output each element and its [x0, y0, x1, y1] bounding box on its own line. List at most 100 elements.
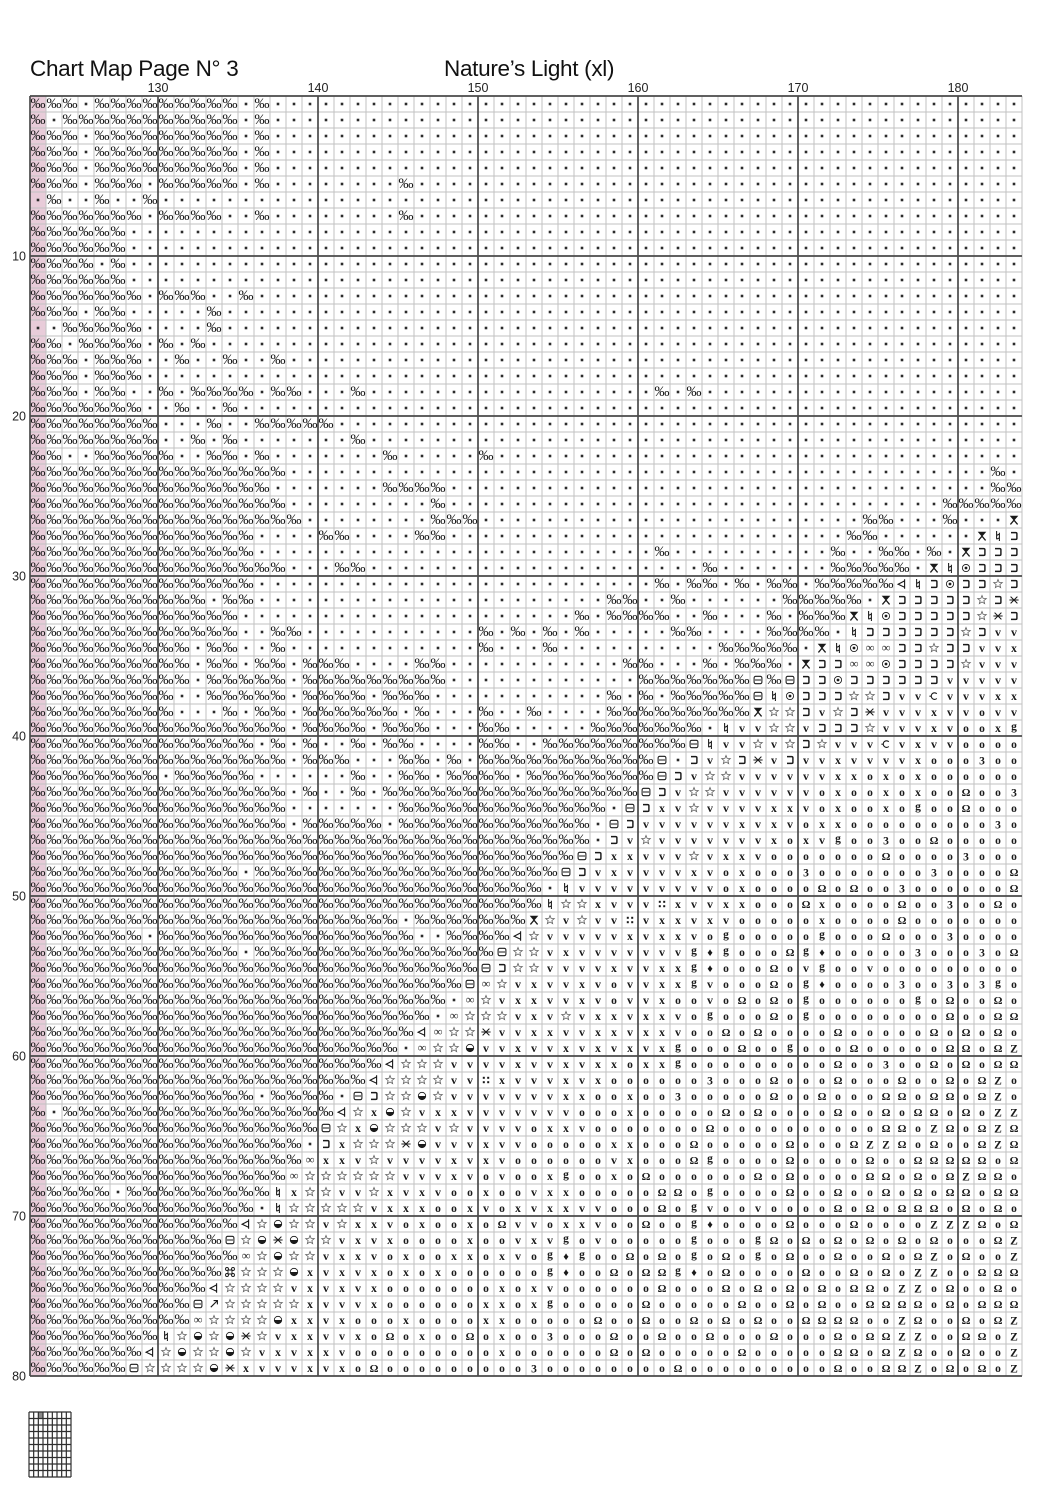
- svg-text:‰‰‰‰‰‰: ‰‰‰‰‰‰: [31, 1360, 126, 1376]
- svg-text:3: 3: [947, 932, 953, 944]
- svg-text:3: 3: [947, 900, 953, 912]
- svg-text:170: 170: [788, 81, 809, 95]
- svg-text:∞: ∞: [482, 977, 491, 991]
- svg-text:∞: ∞: [290, 1169, 299, 1183]
- svg-text:Ω: Ω: [962, 803, 971, 815]
- svg-text:‰‰‰‰‰‰‰‰‰‰‰: ‰‰‰‰‰‰‰‰‰‰‰: [31, 1280, 206, 1296]
- svg-text:‰‰‰‰‰‰‰‰‰‰‰‰‰‰‰‰‰‰‰‰‰‰‰‰‰‰‰‰‰‰: ‰‰‰‰‰‰‰‰‰‰‰‰‰‰‰‰‰‰‰‰‰‰‰‰‰‰‰‰‰‰‰‰: [31, 864, 558, 880]
- svg-text:‰‰‰‰‰‰‰‰‰‰‰‰‰‰‰‰‰‰‰‰‰‰‰‰‰‰‰‰: ‰‰‰‰‰‰‰‰‰‰‰‰‰‰‰‰‰‰‰‰‰‰‰‰‰‰‰‰: [31, 688, 750, 704]
- svg-text:‰‰‰‰‰‰‰‰‰‰‰‰‰: ‰‰‰‰‰‰‰‰‰‰‰‰‰: [31, 1248, 238, 1264]
- svg-text:xxxoooooxooooooooooo: xxxoooooxooooooooooo: [659, 915, 1017, 927]
- svg-text:‰‰‰‰‰‰‰‰‰‰‰‰‰‰‰‰‰‰‰‰‰‰‰‰: ‰‰‰‰‰‰‰‰‰‰‰‰‰‰‰‰‰‰‰‰‰‰‰‰: [31, 1024, 414, 1040]
- svg-text:60: 60: [12, 1050, 26, 1064]
- svg-text:g: g: [675, 1057, 681, 1069]
- svg-text:‰‰‰‰‰‰‰‰‰‰‰‰‰: ‰‰‰‰‰‰‰‰‰‰‰‰‰: [31, 112, 270, 128]
- svg-text:‰‰‰‰‰‰‰‰‰‰‰‰‰‰‰‰‰‰‰‰‰‰: ‰‰‰‰‰‰‰‰‰‰‰‰‰‰‰‰‰‰‰‰‰‰: [31, 1056, 382, 1072]
- svg-text:∞: ∞: [306, 1153, 315, 1167]
- svg-text:80: 80: [12, 1370, 26, 1384]
- svg-text:‰‰‰‰‰‰‰‰‰‰: ‰‰‰‰‰‰‰‰‰‰: [31, 1312, 190, 1328]
- svg-text:∞: ∞: [466, 993, 475, 1007]
- svg-text:3: 3: [979, 756, 985, 768]
- svg-text:Ω: Ω: [770, 979, 779, 991]
- svg-text:3: 3: [883, 1060, 889, 1072]
- svg-text:150: 150: [468, 81, 489, 95]
- svg-text:Z: Z: [1010, 1236, 1018, 1248]
- svg-text:‰‰‰‰‰‰‰‰‰‰‰‰‰‰‰‰‰‰‰‰‰‰‰: ‰‰‰‰‰‰‰‰‰‰‰‰‰‰‰‰‰‰‰‰‰‰‰: [31, 1040, 398, 1056]
- svg-text:‰‰‰‰‰‰: ‰‰‰‰‰‰: [31, 240, 126, 256]
- svg-text:‰‰‰‰‰‰‰‰‰‰‰‰‰‰‰‰‰‰‰‰‰‰‰‰‰‰‰‰‰‰: ‰‰‰‰‰‰‰‰‰‰‰‰‰‰‰‰‰‰‰‰‰‰‰‰‰‰‰‰‰‰: [31, 736, 686, 752]
- svg-text:g: g: [1011, 721, 1017, 733]
- svg-text:‰‰‰‰‰‰‰‰‰‰‰‰‰‰‰‰‰‰‰‰‰‰‰‰‰‰‰‰‰‰: ‰‰‰‰‰‰‰‰‰‰‰‰‰‰‰‰‰‰‰‰‰‰‰‰‰‰‰‰‰‰‰‰: [31, 880, 542, 896]
- svg-text:130: 130: [148, 81, 169, 95]
- svg-text:‰‰‰‰‰‰‰‰‰‰‰‰‰‰‰‰‰‰‰‰‰‰‰‰‰‰‰‰‰‰: ‰‰‰‰‰‰‰‰‰‰‰‰‰‰‰‰‰‰‰‰‰‰‰‰‰‰‰‰‰‰: [31, 704, 750, 720]
- svg-text:g: g: [691, 1217, 697, 1229]
- svg-text:g: g: [707, 1185, 713, 1197]
- svg-text:‰‰‰‰‰‰‰: ‰‰‰‰‰‰‰: [31, 1344, 142, 1360]
- svg-text:180: 180: [948, 81, 969, 95]
- svg-text:∞: ∞: [242, 1249, 251, 1263]
- svg-text:‰‰‰‰‰‰‰‰‰: ‰‰‰‰‰‰‰‰‰: [31, 400, 238, 416]
- svg-text:‰‰‰‰‰‰‰‰‰‰‰‰‰‰‰‰‰‰‰‰‰‰‰‰‰‰‰‰‰‰: ‰‰‰‰‰‰‰‰‰‰‰‰‰‰‰‰‰‰‰‰‰‰‰‰‰‰‰‰‰‰‰‰: [31, 896, 542, 912]
- svg-text:‰‰‰‰‰‰‰‰‰‰‰‰: ‰‰‰‰‰‰‰‰‰‰‰‰: [31, 1232, 222, 1248]
- svg-text:‰‰‰‰‰‰‰‰‰‰‰‰‰‰‰‰‰‰‰‰‰‰‰‰‰‰‰‰‰‰: ‰‰‰‰‰‰‰‰‰‰‰‰‰‰‰‰‰‰‰‰‰‰‰‰‰‰‰‰‰‰‰‰‰‰: [31, 848, 574, 864]
- svg-text:‰‰‰‰‰‰‰‰‰‰‰‰‰‰‰‰‰‰‰‰‰‰‰‰‰‰‰‰‰‰: ‰‰‰‰‰‰‰‰‰‰‰‰‰‰‰‰‰‰‰‰‰‰‰‰‰‰‰‰‰‰‰‰‰: [31, 752, 654, 768]
- svg-text:‰‰‰‰‰‰‰‰‰‰‰‰‰: ‰‰‰‰‰‰‰‰‰‰‰‰‰: [31, 96, 270, 112]
- svg-text:‰‰‰‰‰‰‰‰‰‰‰‰‰‰‰‰‰‰: ‰‰‰‰‰‰‰‰‰‰‰‰‰‰‰‰‰‰: [31, 1104, 334, 1120]
- svg-text:ZZZ: ZZZ: [930, 1220, 970, 1232]
- svg-text:‰‰‰‰‰‰‰‰‰‰‰‰‰‰‰‰‰‰: ‰‰‰‰‰‰‰‰‰‰‰‰‰‰‰‰‰‰: [31, 1088, 334, 1104]
- svg-text:Ω: Ω: [770, 963, 779, 975]
- svg-text:Ω: Ω: [882, 931, 891, 943]
- svg-text:‰‰‰‰‰‰‰‰‰‰‰‰‰‰‰‰‰‰‰‰‰‰‰‰‰‰‰‰: ‰‰‰‰‰‰‰‰‰‰‰‰‰‰‰‰‰‰‰‰‰‰‰‰‰‰‰‰: [31, 960, 478, 976]
- svg-text:vvvvvvvv: vvvvvvvv: [547, 945, 681, 959]
- svg-text:g: g: [835, 833, 841, 845]
- svg-text:Ω: Ω: [898, 915, 907, 927]
- svg-text:‰‰‰‰‰‰‰‰‰‰‰‰‰: ‰‰‰‰‰‰‰‰‰‰‰‰‰: [31, 144, 270, 160]
- svg-text:vvvvv: vvvvv: [947, 673, 1017, 687]
- svg-text:∞: ∞: [450, 1009, 459, 1023]
- svg-text:xxxooooooooooooooooooo: xxxooooooooooooooooooo: [499, 1075, 1017, 1087]
- svg-text:Nature’s Light (xl): Nature’s Light (xl): [444, 56, 614, 81]
- svg-text:‰‰‰‰‰‰‰‰‰‰‰‰‰‰: ‰‰‰‰‰‰‰‰‰‰‰‰‰‰: [31, 1200, 254, 1216]
- svg-text:‰‰‰‰‰‰‰‰‰‰‰‰‰‰‰‰‰: ‰‰‰‰‰‰‰‰‰‰‰‰‰‰‰‰‰: [31, 1136, 302, 1152]
- svg-text:♦: ♦: [707, 963, 713, 975]
- svg-text:♦: ♦: [707, 1219, 713, 1231]
- svg-text:‰‰‰‰‰‰‰‰‰‰‰‰‰‰‰‰‰‰‰‰‰‰‰‰‰‰‰‰: ‰‰‰‰‰‰‰‰‰‰‰‰‰‰‰‰‰‰‰‰‰‰‰‰‰‰‰‰: [31, 944, 494, 960]
- svg-text:50: 50: [12, 890, 26, 904]
- svg-text:20: 20: [12, 410, 26, 424]
- svg-text:‰‰‰‰‰‰‰‰‰‰‰‰‰‰‰‰‰‰‰‰‰‰‰‰‰‰‰‰‰‰: ‰‰‰‰‰‰‰‰‰‰‰‰‰‰‰‰‰‰‰‰‰‰‰‰‰‰‰‰‰‰‰‰: [31, 672, 782, 688]
- svg-text:vvvvvvvvv: vvvvvvvvv: [579, 881, 713, 895]
- svg-text:3: 3: [883, 836, 889, 848]
- svg-text:‰‰‰‰‰‰‰‰‰‰‰‰‰: ‰‰‰‰‰‰‰‰‰‰‰‰‰: [31, 1216, 238, 1232]
- svg-text:Ω: Ω: [1010, 867, 1019, 879]
- svg-text:Z: Z: [962, 1172, 970, 1184]
- svg-text:g: g: [691, 1201, 697, 1213]
- svg-text:‰‰‰‰‰‰‰‰‰‰‰‰‰‰‰‰‰‰‰‰‰‰‰‰‰‰‰‰‰‰: ‰‰‰‰‰‰‰‰‰‰‰‰‰‰‰‰‰‰‰‰‰‰‰‰‰‰‰‰‰‰‰‰‰‰‰: [31, 832, 590, 848]
- svg-text:Ω: Ω: [930, 835, 939, 847]
- svg-text:vvv: vvv: [323, 1297, 361, 1311]
- svg-text:‰‰‰‰‰‰‰‰‰‰‰‰‰‰: ‰‰‰‰‰‰‰‰‰‰‰‰‰‰: [31, 1184, 270, 1200]
- svg-text:‰‰‰‰‰‰‰‰‰‰‰‰‰‰‰‰‰: ‰‰‰‰‰‰‰‰‰‰‰‰‰‰‰‰‰: [31, 1152, 302, 1168]
- svg-text:‰‰‰‰‰‰‰‰‰‰‰‰‰‰‰‰‰‰: ‰‰‰‰‰‰‰‰‰‰‰‰‰‰‰‰‰‰: [31, 1120, 318, 1136]
- svg-text:g: g: [707, 1153, 713, 1165]
- svg-text:Chart Map Page N° 3: Chart Map Page N° 3: [30, 56, 238, 81]
- svg-text:∞: ∞: [434, 1025, 443, 1039]
- svg-text:‰‰‰‰‰‰‰‰‰‰‰‰‰: ‰‰‰‰‰‰‰‰‰‰‰‰‰: [31, 160, 270, 176]
- svg-text:Ω: Ω: [882, 851, 891, 863]
- svg-text:40: 40: [12, 730, 26, 744]
- svg-text:x: x: [1011, 643, 1017, 655]
- svg-text:‰‰‰‰‰‰‰‰‰‰‰‰‰‰‰‰‰‰‰‰‰‰‰‰‰: ‰‰‰‰‰‰‰‰‰‰‰‰‰‰‰‰‰‰‰‰‰‰‰‰‰: [31, 1008, 430, 1024]
- svg-text:3: 3: [899, 884, 905, 896]
- svg-text:‰‰‰‰‰‰‰‰: ‰‰‰‰‰‰‰‰: [31, 1328, 158, 1344]
- svg-text:‰‰‰‰‰‰‰‰‰‰: ‰‰‰‰‰‰‰‰‰‰: [31, 1296, 190, 1312]
- svg-text:♦: ♦: [819, 979, 825, 991]
- svg-text:‰‰‰‰‰: ‰‰‰‰‰: [31, 256, 126, 272]
- svg-text:Z: Z: [1010, 1044, 1018, 1056]
- svg-text:xxoxooxooxxoooooooooooooooo: xxoxooxooxxoooooooooooooooo: [355, 1219, 1001, 1231]
- svg-text:vvv: vvv: [979, 657, 1017, 671]
- svg-text:160: 160: [628, 81, 649, 95]
- svg-text:30: 30: [12, 570, 26, 584]
- svg-text:∞: ∞: [418, 1041, 427, 1055]
- svg-text:‰‰‰‰‰‰‰‰‰‰‰‰‰: ‰‰‰‰‰‰‰‰‰‰‰‰‰: [31, 128, 270, 144]
- svg-text:140: 140: [308, 81, 329, 95]
- svg-text:‰‰‰‰‰‰: ‰‰‰‰‰‰: [31, 224, 126, 240]
